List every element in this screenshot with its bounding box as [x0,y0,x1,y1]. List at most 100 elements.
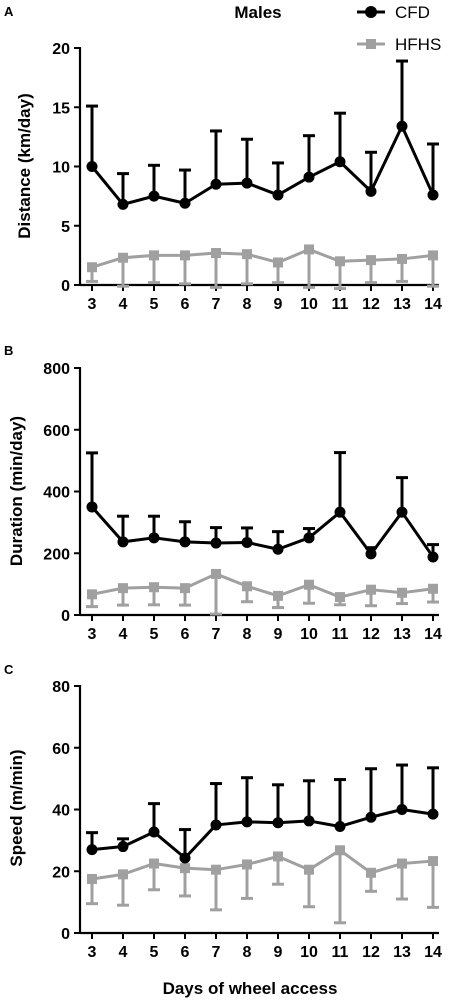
y-tick-label: 5 [61,219,70,236]
cfd-series-line [90,505,435,558]
y-tick-label: 10 [52,160,70,177]
hfhs-point [304,864,314,875]
y-tick-label: 20 [52,864,70,881]
x-tick-label: 10 [300,296,318,313]
x-tick-label: 6 [181,626,190,643]
hfhs-point [273,257,283,268]
cfd-point [179,197,191,209]
cfd-point [179,852,191,864]
cfd-point [272,189,284,201]
y-tick-label: 80 [52,679,70,696]
hfhs-point [242,249,252,260]
hfhs-point [273,851,283,862]
x-tick-label: 12 [362,944,380,961]
cfd-point [148,532,160,544]
hfhs-point [180,863,190,874]
panel-a-distance: A Distance (km/day) 0 5 10 15 20 3 4 5 6 7 8 9 10 11 1… [4,4,442,313]
x-tick-label: 11 [332,296,349,313]
hfhs-point [180,250,190,261]
x-axis-label: Days of wheel access [163,979,338,998]
cfd-series-line [90,124,435,206]
legend-hfhs-label: HFHS [395,35,441,54]
hfhs-point [397,253,407,264]
legend-hfhs-marker [366,39,376,49]
hfhs-series-line [91,848,434,881]
x-tick-label: 12 [362,626,380,643]
panel-letter: A [4,4,14,19]
y-axis-label: Distance (km/day) [15,93,34,239]
hfhs-point [211,864,221,875]
x-tick-label: 11 [332,626,349,643]
hfhs-point [87,873,97,884]
y-tick-label: 800 [43,361,70,378]
cfd-point [334,506,346,518]
cfd-point [179,536,191,548]
cfd-point [396,506,408,518]
x-tick-label: 14 [424,296,442,313]
panel-letter: C [4,662,14,677]
hfhs-point [87,589,97,600]
cfd-point [427,189,439,201]
x-tick-label: 5 [150,944,159,961]
hfhs-series-line [91,572,434,599]
cfd-point [303,532,315,544]
y-tick-label: 600 [43,423,70,440]
x-tick-label: 9 [274,944,283,961]
x-tick-label: 6 [181,296,190,313]
cfd-point [427,551,439,563]
x-tick-label: 10 [300,944,318,961]
figure-title: Males [234,3,281,22]
x-tick-label: 6 [181,944,190,961]
cfd-point [148,190,160,202]
legend-cfd-label: CFD [395,3,430,22]
x-tick-label: 5 [150,296,159,313]
x-tick-label: 4 [119,296,128,313]
x-tick-label: 8 [243,944,252,961]
hfhs-point [397,858,407,869]
hfhs-point [118,252,128,263]
y-tick-label: 400 [43,485,70,502]
x-tick-label: 9 [274,296,283,313]
y-axis-label: Duration (min/day) [7,416,26,566]
cfd-point [303,815,315,827]
cfd-point [86,501,98,513]
legend: CFD HFHS [357,3,441,54]
hfhs-point [304,579,314,590]
x-tick-label: 9 [274,626,283,643]
panel-b-duration: B Duration (min/day) 0 200 400 600 800 3 4 5 6 7 8… [4,343,442,643]
hfhs-point [428,856,438,867]
cfd-point [334,156,346,168]
hfhs-point [366,867,376,878]
y-tick-label: 0 [61,278,70,295]
hfhs-point [428,583,438,594]
cfd-point [365,185,377,197]
cfd-point [365,811,377,823]
cfd-point [210,819,222,831]
x-tick-label: 8 [243,296,252,313]
cfd-point [241,536,253,548]
hfhs-point [211,248,221,259]
x-tick-label: 5 [150,626,159,643]
cfd-point [365,548,377,560]
x-tick-label: 11 [332,944,349,961]
y-tick-label: 0 [61,926,70,943]
hfhs-point [335,845,345,856]
x-tick-label: 7 [212,296,221,313]
hfhs-point [242,859,252,870]
y-tick-label: 0 [61,608,70,625]
cfd-point [396,804,408,815]
y-axis-label: Speed (m/min) [7,749,26,866]
hfhs-point [335,256,345,267]
cfd-point [303,171,315,183]
x-tick-label: 4 [119,626,128,643]
hfhs-point [149,858,159,869]
y-tick-label: 15 [52,100,70,117]
x-tick-label: 3 [88,626,97,643]
cfd-point [241,816,253,828]
x-tick-label: 10 [300,626,318,643]
hfhs-point [118,583,128,594]
x-tick-label: 8 [243,626,252,643]
hfhs-point [87,262,97,273]
panel-c-speed: C Speed (m/min) 0 20 40 60 80 3 4 5 6 7 8 9 10 11 12 13… [4,662,442,961]
